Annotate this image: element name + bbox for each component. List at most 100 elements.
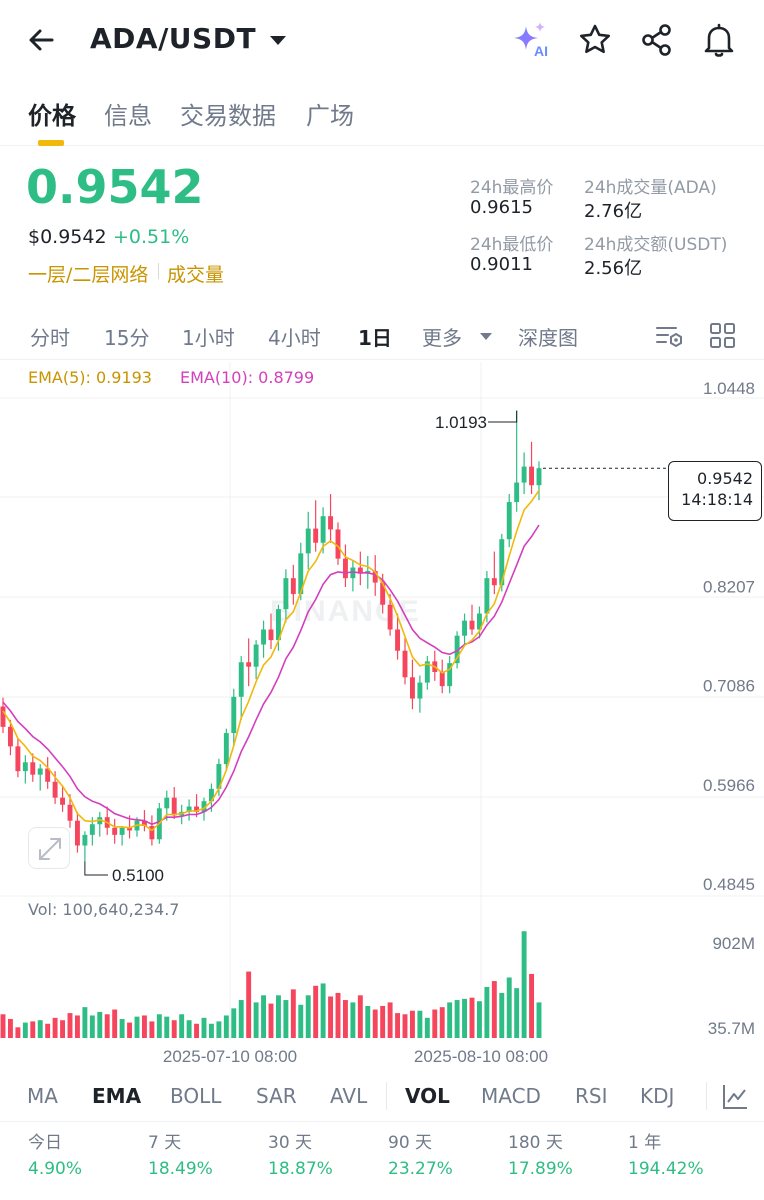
volume-bar	[201, 1017, 207, 1038]
last-price-tag-value: 0.9542	[697, 469, 753, 488]
candle-body	[246, 662, 252, 667]
volume-bar	[74, 1015, 80, 1038]
volume-bar	[357, 995, 363, 1038]
candle-body	[171, 797, 177, 816]
candle-body	[372, 571, 378, 583]
ema5-legend: EMA(5): 0.9193	[28, 368, 152, 387]
pair-title[interactable]: ADA/USDT	[90, 22, 257, 55]
price-change-percent: +0.51%	[113, 226, 190, 248]
tab-info[interactable]: 信息	[104, 102, 152, 130]
candle-body	[268, 629, 274, 641]
indicator-rsi[interactable]: RSI	[575, 1084, 608, 1108]
interval-1h[interactable]: 1小时	[182, 326, 235, 350]
interval-15m[interactable]: 15分	[104, 326, 150, 350]
share-button[interactable]	[637, 20, 677, 60]
perf-label: 180 天	[508, 1133, 563, 1153]
candle-body	[342, 558, 348, 579]
interval-time[interactable]: 分时	[30, 326, 70, 350]
volume-bar	[409, 1010, 415, 1038]
volume-bar	[186, 1020, 192, 1038]
volume-bar	[22, 1022, 28, 1038]
candlestick-chart[interactable]: BINANCE 1.0448 0.8207 0.7086 0.5966 0.4845 1.…	[0, 360, 764, 1070]
perf-value: 194.42%	[628, 1159, 704, 1179]
volume-bar	[454, 1000, 460, 1038]
volume-bar	[7, 1019, 13, 1038]
volume-bar	[67, 1013, 73, 1038]
tab-price[interactable]: 价格	[28, 102, 76, 130]
candle-body	[231, 696, 237, 734]
candle-body	[208, 788, 214, 802]
tag-layer-network[interactable]: 一层/二层网络	[28, 264, 149, 286]
indicator-avl[interactable]: AVL	[330, 1084, 368, 1108]
candle-body	[320, 516, 326, 543]
candle-body	[186, 806, 192, 812]
candle-body	[395, 629, 401, 651]
candle-body	[164, 797, 170, 809]
interval-depth[interactable]: 深度图	[518, 326, 578, 350]
expand-arrows-icon	[39, 838, 61, 860]
volume-tick-label: 35.7M	[708, 1019, 755, 1038]
high-label: 24h最高价	[470, 178, 554, 198]
candle-body	[380, 582, 386, 605]
back-button[interactable]	[24, 20, 64, 60]
ema10-legend: EMA(10): 0.8799	[180, 368, 315, 387]
volume-bar	[305, 995, 311, 1038]
indicator-ma[interactable]: MA	[27, 1084, 58, 1108]
high-value: 0.9615	[470, 197, 533, 218]
candle-body	[350, 567, 356, 579]
ema5-line	[2, 490, 540, 832]
indicator-settings-icon[interactable]	[720, 1082, 750, 1112]
volume-bar	[141, 1015, 147, 1038]
candle-body	[112, 827, 118, 835]
bell-icon	[704, 23, 734, 57]
volume-bar	[223, 1015, 229, 1038]
candle-body	[462, 620, 468, 636]
volume-bar	[491, 981, 497, 1038]
tag-volume[interactable]: 成交量	[167, 264, 225, 286]
ai-button[interactable]: AI	[512, 20, 552, 60]
volume-bar	[30, 1021, 36, 1038]
indicator-sar[interactable]: SAR	[256, 1084, 297, 1108]
volume-bar	[536, 1002, 542, 1038]
last-price-tag: 0.9542 14:18:14	[668, 461, 762, 521]
candle-body	[298, 553, 304, 595]
y-tick-label: 0.4845	[703, 875, 755, 894]
alert-button[interactable]	[699, 20, 739, 60]
volume-bar	[328, 996, 334, 1038]
grid-layout-icon[interactable]	[708, 321, 738, 351]
volume-bar	[134, 1016, 140, 1038]
candle-body	[305, 528, 311, 554]
chart-settings-icon[interactable]	[654, 321, 684, 351]
volume-bar	[253, 1002, 259, 1038]
tag-divider	[158, 263, 159, 279]
low-label: 24h最低价	[470, 235, 554, 255]
y-tick-label: 0.5966	[703, 776, 755, 795]
interval-4h[interactable]: 4小时	[268, 326, 321, 350]
active-tab-indicator	[38, 140, 64, 146]
interval-1d[interactable]: 1日	[358, 326, 392, 350]
volume-bar	[112, 1009, 118, 1038]
indicator-kdj[interactable]: KDJ	[640, 1084, 675, 1108]
last-price: 0.9542	[26, 160, 204, 214]
candle-body	[514, 482, 520, 503]
indicator-macd[interactable]: MACD	[481, 1084, 541, 1108]
quote-volume-value: 2.56亿	[584, 258, 643, 279]
tab-trading-data[interactable]: 交易数据	[180, 102, 276, 130]
candle-body	[67, 804, 73, 821]
fullscreen-button[interactable]	[28, 827, 70, 869]
favorite-button[interactable]	[575, 20, 615, 60]
usd-price: $0.9542	[28, 226, 107, 248]
candle-body	[521, 466, 527, 483]
indicator-ema[interactable]: EMA	[92, 1084, 142, 1108]
tab-square[interactable]: 广场	[306, 102, 354, 130]
pair-dropdown[interactable]	[266, 24, 290, 54]
indicator-bar: MA EMA BOLL SAR AVL VOL MACD RSI KDJ	[0, 1072, 764, 1122]
interval-more[interactable]: 更多	[422, 326, 462, 350]
candle-body	[275, 609, 281, 641]
candle-body	[238, 662, 244, 697]
ema10-line	[2, 524, 540, 826]
indicator-vol[interactable]: VOL	[405, 1084, 450, 1108]
volume-bar	[89, 1015, 95, 1038]
indicator-boll[interactable]: BOLL	[170, 1084, 222, 1108]
x-tick-label: 2025-08-10 08:00	[414, 1047, 548, 1066]
